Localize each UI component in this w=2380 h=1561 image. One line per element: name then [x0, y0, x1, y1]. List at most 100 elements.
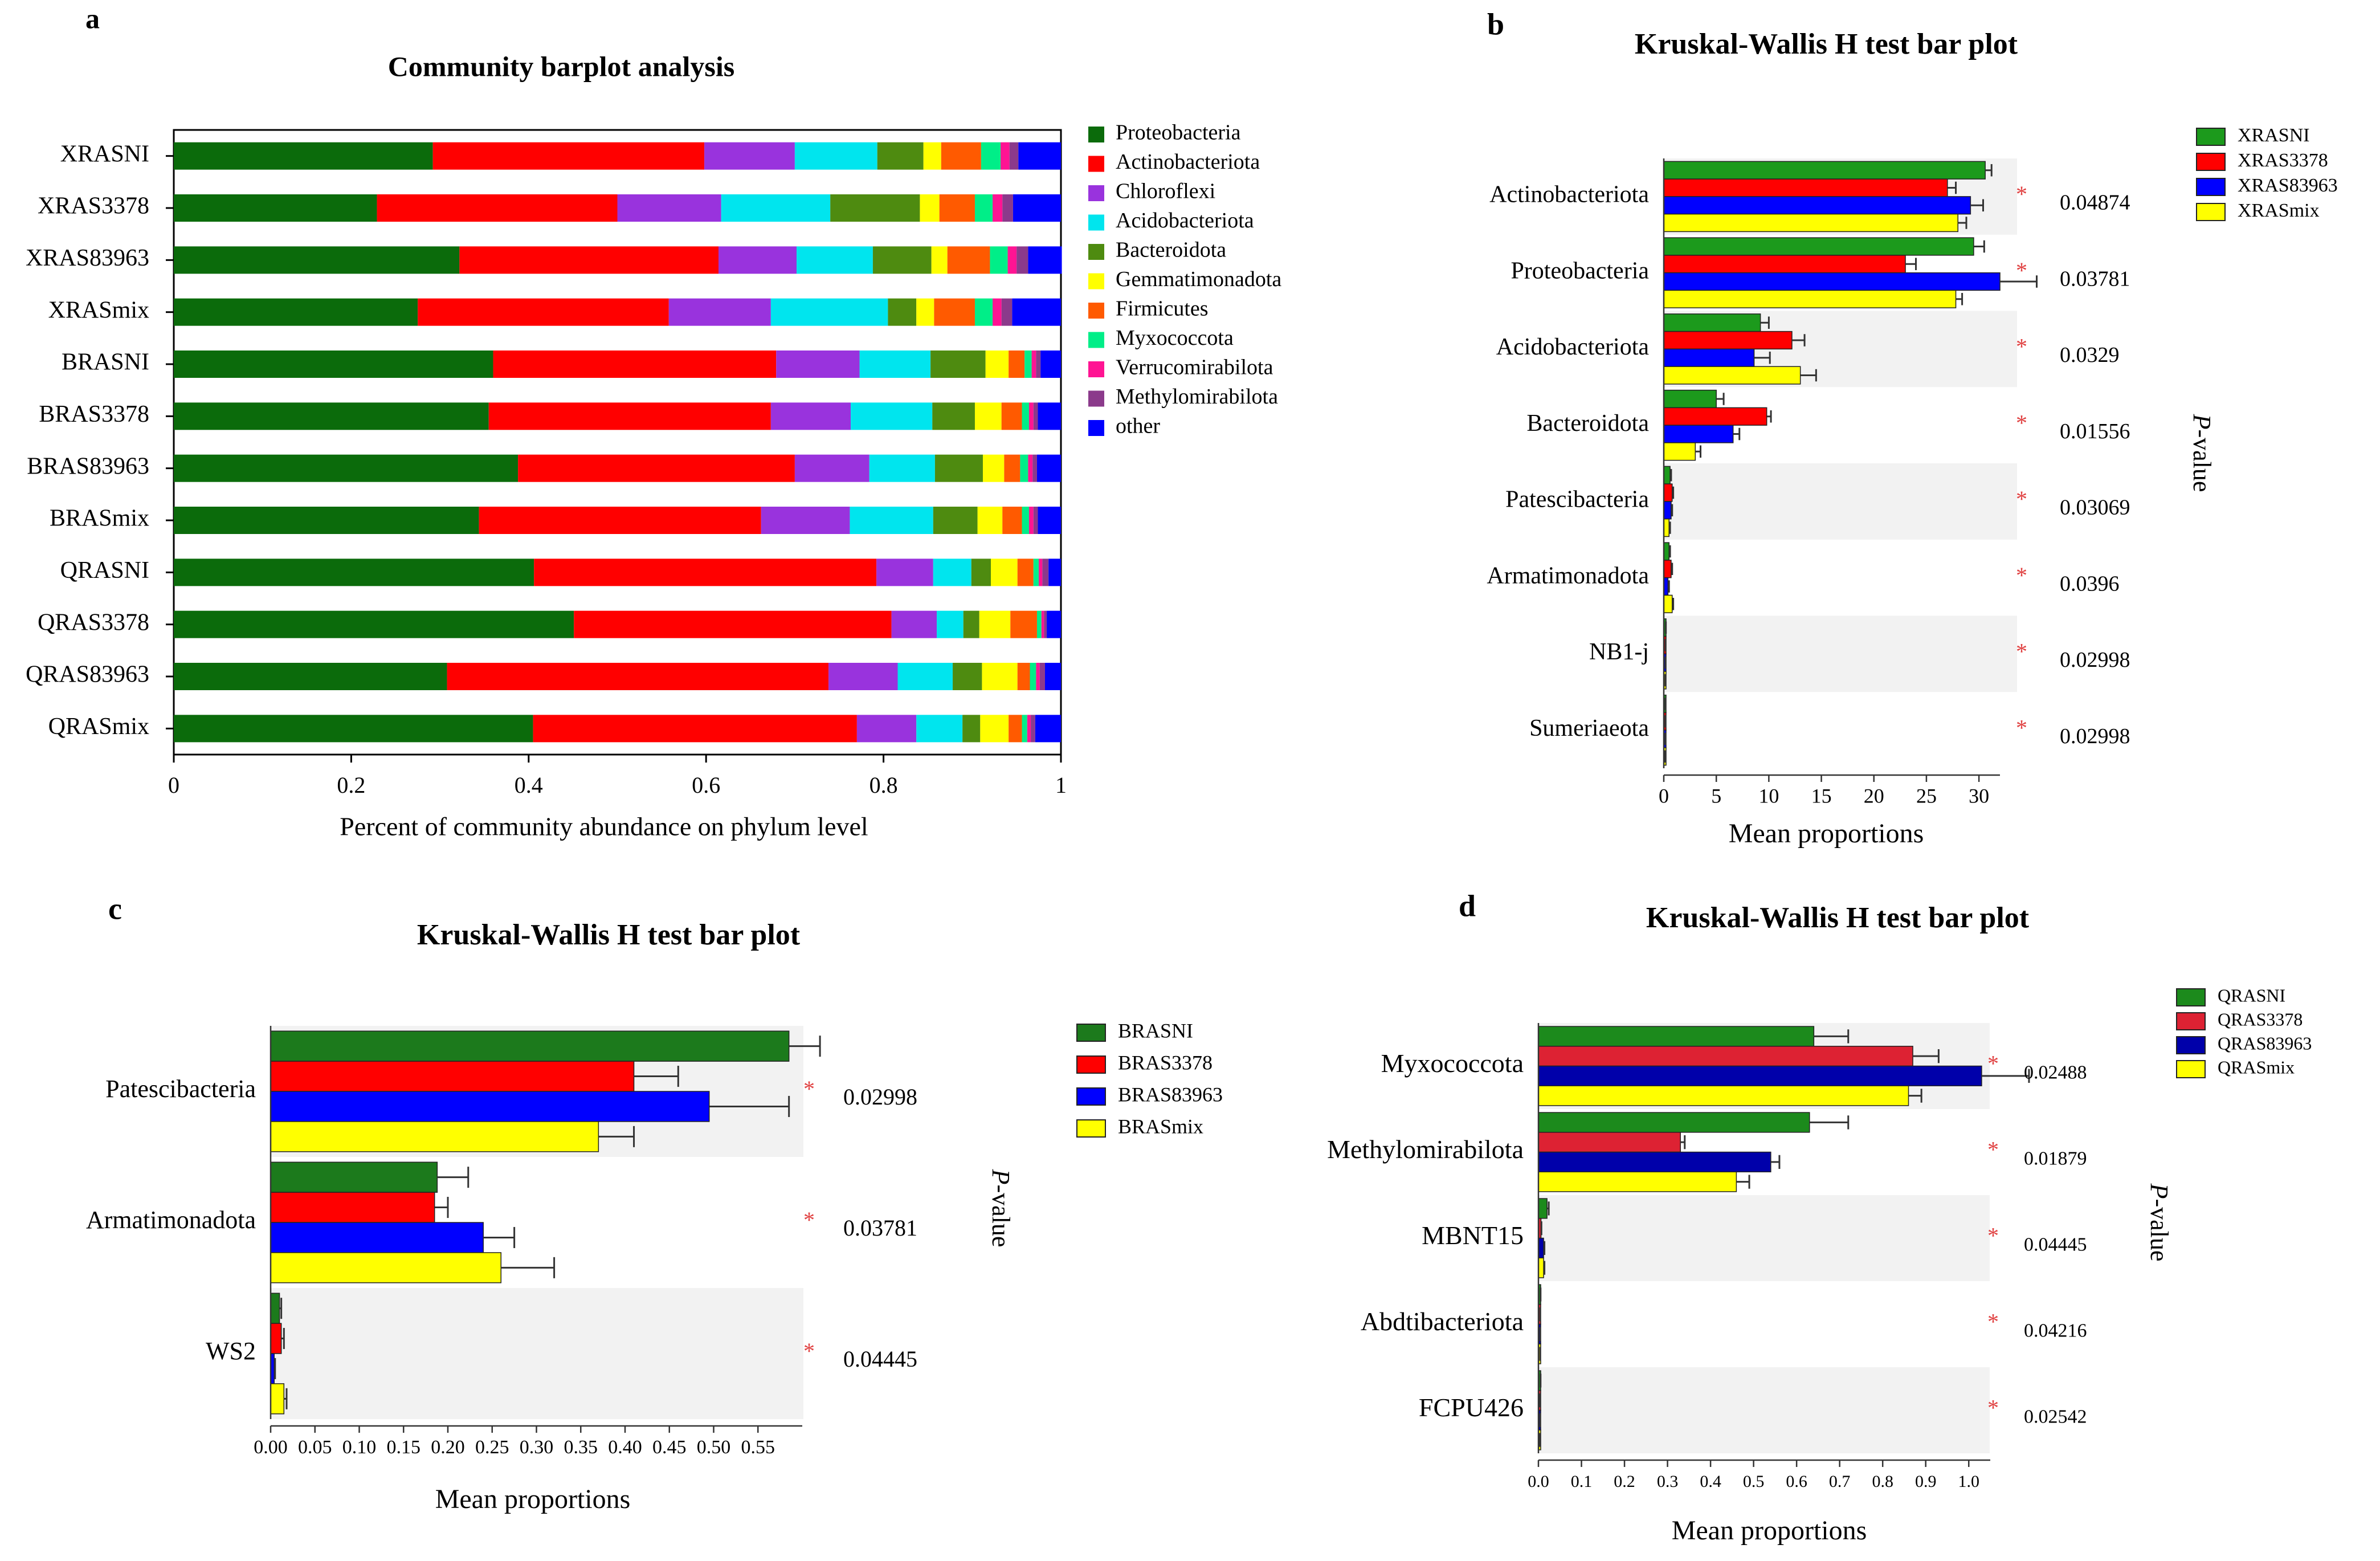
row-band [1538, 1195, 1990, 1281]
stacked-bar-segment [668, 298, 771, 326]
p-value-label: 0.02998 [843, 1084, 917, 1110]
plot-frame-a [173, 129, 1062, 756]
bar [1538, 1085, 1909, 1106]
stacked-bar-segment [1039, 663, 1045, 690]
legend-label: QRASmix [2218, 1057, 2295, 1077]
significance-star: * [2016, 639, 2027, 665]
x-tick-label: 0.10 [342, 1437, 377, 1458]
x-tick-label: 0.3 [1657, 1472, 1679, 1491]
category-label: QRASNI [60, 557, 149, 584]
stacked-bar-segment [704, 142, 795, 170]
row-band [1664, 616, 2017, 692]
bar [1538, 1112, 1810, 1133]
stacked-bar-segment [574, 610, 892, 638]
stacked-bar-segment [174, 610, 574, 638]
category-label: Patescibacteria [105, 1075, 256, 1103]
bar [270, 1252, 502, 1283]
bar [1663, 594, 1673, 613]
category-label: FCPU426 [1419, 1393, 1524, 1422]
stacked-bar-segment [1038, 507, 1061, 534]
stacked-bar-segment [1001, 142, 1010, 170]
stacked-bar-segment [1036, 350, 1041, 378]
stacked-bar-segment [1028, 246, 1062, 274]
stacked-bar-segment [869, 454, 935, 482]
p-value-label: 0.03781 [843, 1215, 917, 1241]
bar [1538, 1026, 1815, 1047]
legend-label: BRAS83963 [1118, 1083, 1223, 1106]
stacked-bar-segment [1009, 142, 1019, 170]
legend-swatch [1076, 1055, 1106, 1074]
stacked-bar-segment [1007, 246, 1017, 274]
significance-star: * [2016, 334, 2027, 360]
bar [1663, 196, 1971, 215]
stacked-bar-segment [947, 246, 990, 274]
stacked-bar-segment [534, 559, 877, 586]
bar [1538, 1257, 1544, 1278]
stacked-bar-segment [1017, 663, 1030, 690]
legend-swatch [2196, 128, 2226, 146]
bar [1663, 501, 1672, 520]
x-tick-label: 0.9 [1915, 1472, 1937, 1491]
stacked-bar-segment [934, 298, 975, 326]
legend-label: BRASmix [1118, 1115, 1203, 1138]
stacked-bar-segment [933, 559, 971, 586]
significance-star: * [2016, 486, 2027, 512]
stacked-bar-segment [1035, 715, 1061, 743]
category-label: Armatimonadota [1487, 563, 1649, 589]
category-label: BRASmix [50, 506, 149, 532]
stacked-bar-segment [1009, 350, 1025, 378]
stacked-bar-segment [174, 402, 489, 430]
category-label: Methylomirabilota [1327, 1135, 1524, 1164]
p-value-label: 0.01879 [2024, 1148, 2087, 1169]
legend-label: Methylomirabilota [1116, 385, 1278, 409]
x-tick-label: 0.45 [652, 1437, 687, 1458]
category-label: MBNT15 [1422, 1221, 1524, 1250]
bar [1663, 483, 1673, 502]
stacked-bar-segment [1041, 610, 1044, 638]
bar [270, 1383, 285, 1415]
legend-swatch [1076, 1087, 1106, 1106]
stacked-bar-segment [990, 559, 1018, 586]
x-tick-label: 5 [1711, 784, 1721, 807]
legend-swatch [1076, 1119, 1106, 1138]
category-label: XRASNI [60, 141, 149, 167]
bar [1663, 178, 1948, 197]
significance-star: * [1987, 1223, 1999, 1249]
x-tick-label: 0.00 [254, 1437, 288, 1458]
stacked-bar-segment [850, 507, 933, 534]
stacked-bar-segment [962, 715, 981, 743]
stacked-bar-segment [1001, 402, 1022, 430]
legend-swatch [1088, 214, 1104, 231]
p-value-label: 0.0329 [2060, 343, 2120, 367]
stacked-bar-segment [174, 142, 433, 170]
stacked-bar-segment [941, 142, 981, 170]
stacked-bar-segment [1033, 402, 1038, 430]
category-label: QRASmix [48, 714, 149, 740]
x-tick-label: 0.2 [337, 772, 365, 798]
legend-swatch [1088, 332, 1104, 348]
stacked-bar-segment [1012, 298, 1061, 326]
stacked-bar-segment [718, 246, 797, 274]
bar [1663, 466, 1671, 484]
panel-d: d Kruskal-Wallis H test bar plot Myxococco… [1327, 888, 2312, 1546]
stacked-bar-segment [1001, 298, 1013, 326]
bar [1663, 389, 1717, 409]
p-value-label: 0.01556 [2060, 419, 2130, 443]
stacked-bar-segment [1010, 610, 1037, 638]
legend-swatch [2196, 153, 2226, 171]
p-value-axis-label: P-value [2188, 414, 2216, 492]
stacked-bar-segment [828, 663, 898, 690]
bar [1663, 442, 1696, 461]
p-value-label: 0.03069 [2060, 496, 2130, 520]
x-tick-label: 0.55 [741, 1437, 775, 1458]
legend-label: Chloroflexi [1116, 180, 1215, 203]
stacked-bar-segment [850, 402, 933, 430]
legend-swatch [1076, 1024, 1106, 1042]
bar [1663, 348, 1755, 367]
stacked-bar-segment [1017, 559, 1034, 586]
x-tick-label: 0.6 [692, 772, 720, 798]
bar [1663, 272, 2001, 291]
stacked-bar-segment [930, 350, 986, 378]
row-band [1538, 1367, 1990, 1453]
